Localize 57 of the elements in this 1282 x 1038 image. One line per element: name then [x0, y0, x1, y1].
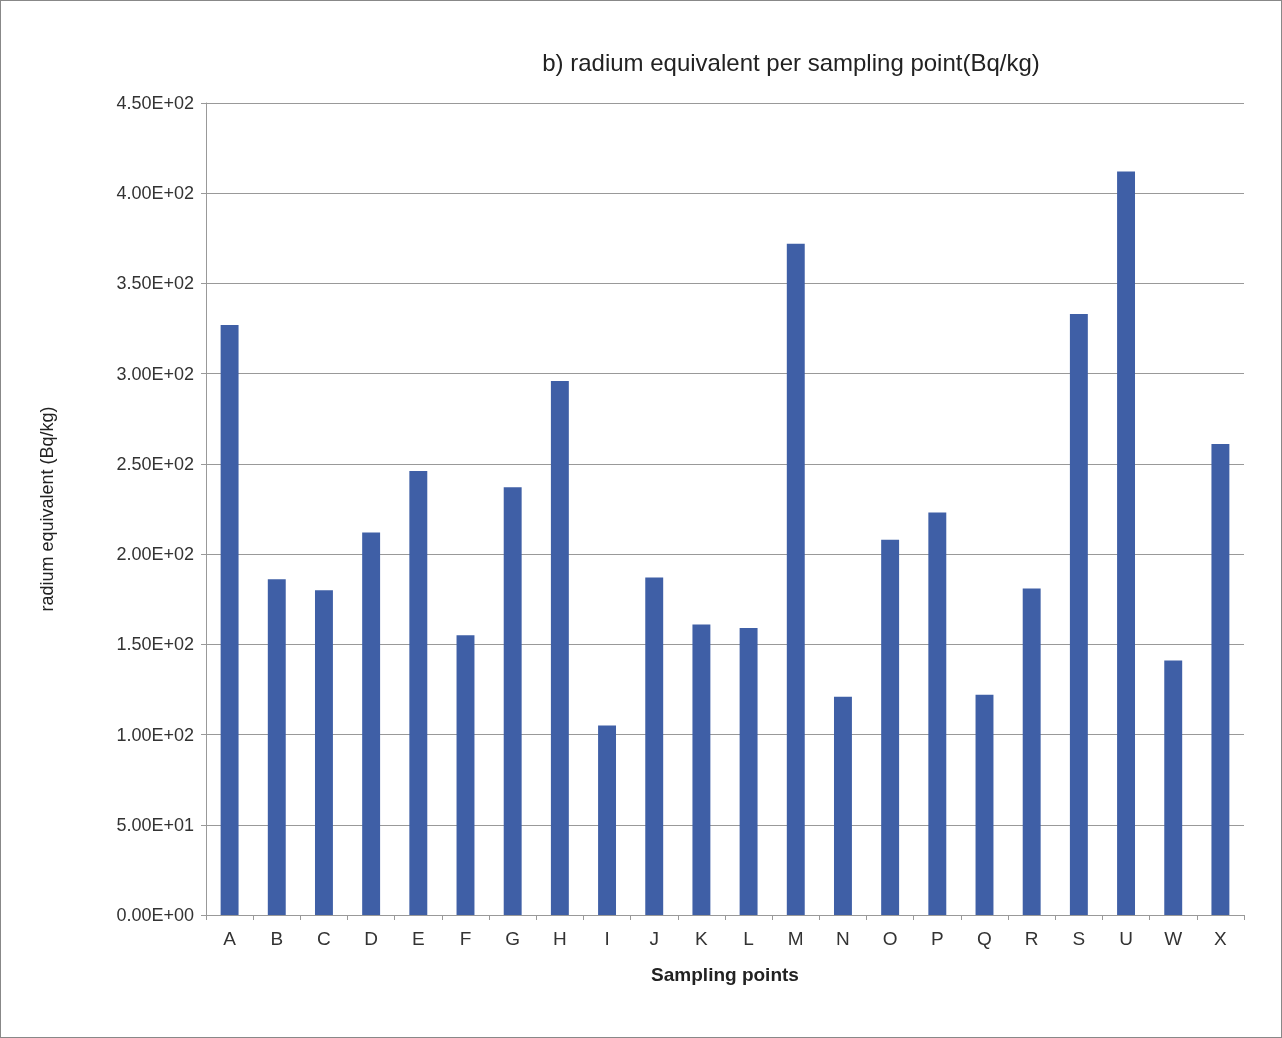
y-tick-label: 1.50E+02	[116, 634, 194, 655]
bar	[645, 577, 664, 915]
x-tick-label: C	[317, 928, 331, 949]
bar	[1022, 588, 1041, 915]
x-axis-title: Sampling points	[651, 964, 799, 985]
x-tick-label: E	[411, 928, 425, 949]
x-tick-label: H	[553, 928, 567, 949]
x-tick-label: P	[930, 928, 944, 949]
x-tick-label: X	[1214, 928, 1228, 949]
bar	[881, 539, 900, 915]
bar	[362, 532, 381, 915]
bar	[928, 512, 947, 915]
bar	[739, 628, 758, 915]
x-tick-label: B	[270, 928, 284, 949]
y-tick-label: 4.50E+02	[116, 93, 194, 113]
x-tick-label: L	[743, 928, 754, 949]
bar	[267, 579, 286, 915]
y-tick-label: 1.00E+02	[116, 724, 194, 745]
y-tick-label: 2.50E+02	[116, 453, 194, 474]
bar	[220, 324, 239, 915]
x-tick-label: A	[223, 928, 237, 949]
bar	[1117, 171, 1136, 915]
bar	[1211, 444, 1230, 915]
bar	[550, 380, 569, 915]
y-axis-title: radium equivalent (Bq/kg)	[37, 406, 57, 612]
x-tick-label: D	[364, 928, 378, 949]
y-tick-label: 0.00E+00	[116, 905, 194, 925]
bar	[409, 471, 428, 915]
y-tick-label: 4.00E+02	[116, 183, 194, 204]
bar	[598, 725, 617, 915]
bar	[833, 696, 852, 915]
y-tick-label: 3.50E+02	[116, 273, 194, 294]
x-tick-label: R	[1024, 928, 1039, 949]
x-tick-label: W	[1164, 928, 1183, 949]
bar	[786, 243, 805, 915]
x-tick-label: G	[505, 928, 521, 949]
x-tick-label: S	[1072, 928, 1086, 949]
x-tick-label: J	[649, 928, 659, 949]
x-tick-label: U	[1119, 928, 1133, 949]
chart-title: b) radium equivalent per sampling point(Bq/kg)	[542, 48, 1040, 76]
x-tick-label: Q	[977, 928, 992, 949]
bar	[314, 590, 333, 915]
y-tick-label: 3.00E+02	[116, 363, 194, 384]
x-tick-label: I	[604, 928, 610, 949]
x-tick-label: K	[695, 928, 709, 949]
bar	[1069, 314, 1088, 915]
y-tick-label: 5.00E+01	[116, 814, 194, 835]
bar	[1164, 660, 1183, 915]
x-tick-label: O	[882, 928, 898, 949]
bar	[692, 624, 711, 915]
x-tick-label: N	[836, 928, 850, 949]
x-tick-label: M	[787, 928, 804, 949]
bar	[456, 635, 475, 915]
bar	[503, 487, 522, 915]
y-tick-label: 2.00E+02	[116, 544, 194, 565]
bar	[975, 694, 994, 915]
x-tick-label: F	[459, 928, 472, 949]
